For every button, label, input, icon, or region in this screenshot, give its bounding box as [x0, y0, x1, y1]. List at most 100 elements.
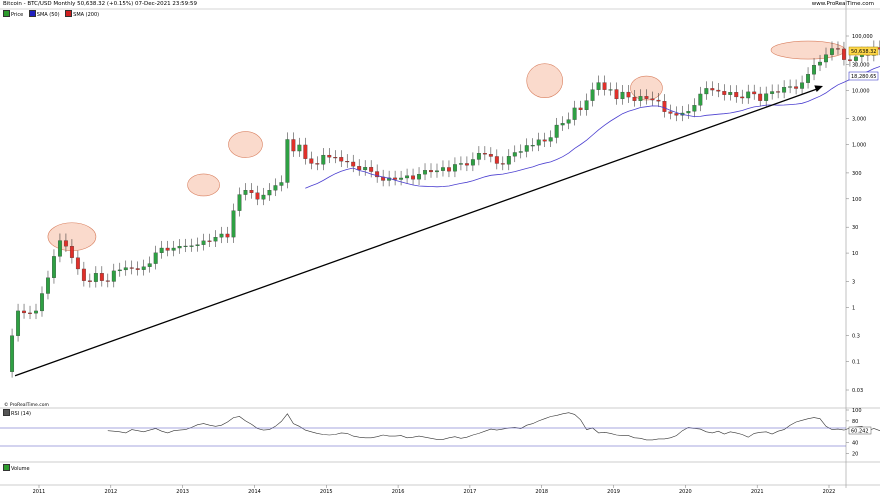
candle-up — [141, 266, 146, 270]
candle-down — [249, 190, 254, 193]
candle-up — [441, 167, 445, 171]
candle-down — [847, 59, 852, 61]
candle-down — [22, 310, 26, 314]
price-axis: 100,000 30,000 10,000 3,000 1,000 300 100 30 10 3… — [846, 34, 873, 394]
candle-up — [10, 335, 15, 372]
candle-down — [225, 233, 230, 238]
site-credit[interactable]: www.ProRealTime.com — [811, 1, 874, 7]
price-legend: Price SMA (50) SMA (200) — [3, 10, 103, 19]
rsi-axis: 100 80 40 20 — [846, 408, 862, 458]
candle-down — [375, 171, 380, 178]
legend-volume[interactable]: Volume — [3, 464, 30, 473]
candle-up — [195, 244, 200, 246]
legend-sma50[interactable]: SMA (50) — [28, 10, 60, 19]
legend-rsi-label: RSI (14) — [11, 411, 31, 417]
legend-rsi[interactable]: RSI (14) — [3, 409, 31, 418]
price-tick-label: 30,000 — [852, 62, 870, 68]
candle-down — [28, 312, 32, 314]
candle-up — [321, 154, 326, 165]
candle-down — [81, 268, 86, 281]
candle-down — [662, 101, 667, 112]
price-tag-box — [848, 46, 879, 56]
candle-down — [369, 167, 374, 172]
time-tick-label: 2015 — [320, 489, 333, 495]
candle-up — [159, 247, 164, 253]
time-tick-label: 2011 — [33, 489, 46, 495]
price-tick-label: 1,000 — [852, 143, 866, 149]
candle-up — [147, 263, 152, 267]
highlight-circle — [187, 173, 220, 197]
candle-up — [764, 93, 769, 101]
time-tick-label: 2022 — [823, 489, 836, 495]
candle-up — [590, 89, 595, 101]
time-tick-label: 2021 — [751, 489, 764, 495]
volume-legend: Volume — [3, 464, 34, 473]
legend-price[interactable]: Price — [3, 10, 23, 19]
candle-up — [686, 111, 691, 114]
price-tick-label: 3 — [852, 279, 855, 285]
candle-down — [429, 170, 433, 173]
rsi-tick-label: 40 — [852, 441, 858, 447]
candle-up — [853, 56, 858, 61]
candle-down — [69, 246, 74, 258]
candle-down — [87, 280, 92, 282]
candle-up — [812, 65, 816, 75]
rsi-panel: 60.242 — [0, 412, 880, 447]
candle-up — [189, 245, 194, 247]
legend-sma50-swatch — [28, 10, 36, 17]
rsi-tick-label: 100 — [852, 408, 862, 414]
candle-up — [117, 269, 122, 272]
candle-up — [518, 151, 523, 153]
candle-up — [548, 137, 553, 142]
candle-down — [393, 177, 398, 180]
price-tick-label: 3,000 — [852, 117, 866, 123]
chart-credit: © ProRealTime.com — [4, 401, 49, 408]
candle-up — [279, 182, 284, 186]
candle-up — [800, 82, 805, 89]
price-tick-label: 0.1 — [852, 360, 860, 366]
candle-up — [417, 174, 421, 180]
candle-up — [770, 91, 775, 94]
candle-down — [722, 91, 727, 95]
legend-sma200[interactable]: SMA (200) — [65, 10, 99, 19]
candle-down — [327, 154, 332, 158]
candle-up — [530, 145, 535, 147]
candle-up — [476, 153, 481, 160]
price-tags: 50,638.32 18,280.65 — [848, 46, 879, 81]
candle-up — [243, 190, 248, 195]
candle-down — [758, 93, 763, 101]
candle-down — [710, 88, 715, 91]
candle-up — [698, 93, 703, 106]
candle-up — [470, 159, 475, 166]
candle-up — [566, 119, 571, 124]
legend-rsi-swatch — [3, 409, 10, 416]
highlight-circle — [526, 63, 564, 99]
candle-down — [255, 192, 260, 200]
price-tick-label: 0.03 — [852, 388, 863, 394]
candle-up — [273, 185, 278, 191]
candle-down — [63, 240, 68, 247]
price-tag: 50,638.32 — [851, 49, 876, 55]
candle-down — [309, 158, 314, 164]
rsi-tag: 60.242 — [851, 429, 869, 435]
candle-up — [57, 240, 62, 257]
trend-arrowhead — [814, 85, 823, 92]
price-tick-label: 0.3 — [852, 334, 860, 340]
candle-up — [692, 105, 697, 112]
legend-sma200-swatch — [65, 10, 73, 17]
candle-up — [111, 270, 116, 282]
candle-up — [788, 86, 793, 88]
candle-up — [830, 48, 834, 55]
highlight-circles — [47, 40, 846, 252]
candle-up — [285, 139, 290, 183]
candle-down — [716, 89, 721, 92]
price-tick-label: 300 — [852, 171, 862, 177]
price-tick-label: 10,000 — [852, 88, 870, 94]
price-tick-label: 100 — [852, 197, 862, 203]
candle-down — [602, 82, 607, 90]
candle-down — [674, 113, 679, 116]
chart-header: Bitcoin - BTC/USD Monthly 50,638.32 (+0.… — [0, 0, 880, 9]
candle-up — [219, 233, 224, 238]
legend-price-label: Price — [11, 12, 24, 18]
